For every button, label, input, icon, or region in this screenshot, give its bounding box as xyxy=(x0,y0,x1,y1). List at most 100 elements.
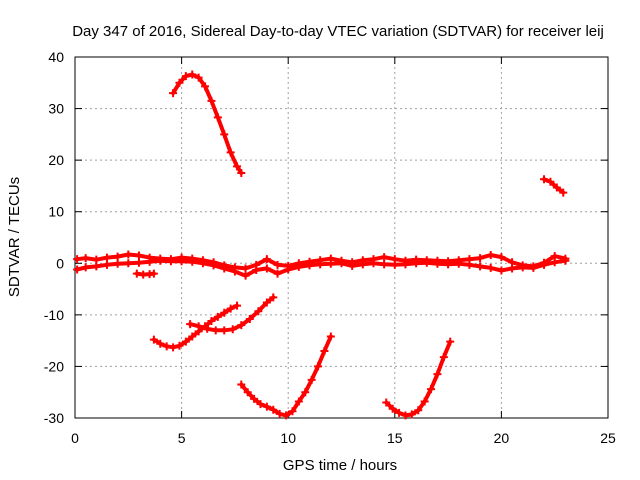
data-point xyxy=(401,411,410,420)
data-point xyxy=(294,262,303,271)
data-point xyxy=(414,406,423,415)
data-point xyxy=(201,82,210,91)
data-point xyxy=(181,337,190,346)
data-point xyxy=(92,255,101,264)
x-axis-title: GPS time / hours xyxy=(283,457,397,474)
data-point xyxy=(149,335,158,344)
data-point xyxy=(326,259,335,268)
data-point xyxy=(220,308,229,317)
data-point xyxy=(314,362,323,371)
data-point xyxy=(102,253,111,262)
data-point xyxy=(194,322,203,331)
data-point xyxy=(269,293,278,302)
data-point xyxy=(433,370,442,379)
data-point xyxy=(233,162,242,171)
data-point xyxy=(241,264,250,273)
data-point xyxy=(282,411,291,420)
data-point xyxy=(203,324,212,333)
data-point xyxy=(233,301,242,310)
series-trace xyxy=(239,334,333,418)
x-axis: 0 5 10 15 20 25 xyxy=(71,57,616,446)
data-point xyxy=(301,388,310,397)
data-point xyxy=(476,262,485,271)
series-1 xyxy=(169,70,246,178)
data-point xyxy=(175,78,184,87)
data-point xyxy=(380,253,389,262)
data-points xyxy=(73,70,570,420)
data-point xyxy=(476,254,485,263)
data-point xyxy=(209,261,218,270)
series-5 xyxy=(132,269,158,279)
data-point xyxy=(207,317,216,326)
data-point xyxy=(550,258,559,267)
data-point xyxy=(237,169,246,178)
data-point xyxy=(237,321,246,330)
data-point xyxy=(73,255,82,264)
data-point xyxy=(561,256,570,265)
data-point xyxy=(250,394,259,403)
grid xyxy=(75,57,608,418)
x-tick-label: 15 xyxy=(387,430,403,446)
data-point xyxy=(207,96,216,105)
data-point xyxy=(382,398,391,407)
data-point xyxy=(407,410,416,419)
data-point xyxy=(401,260,410,269)
data-point xyxy=(81,263,90,272)
data-point xyxy=(390,260,399,269)
data-point xyxy=(156,256,165,265)
data-point xyxy=(243,388,252,397)
data-point xyxy=(262,402,271,411)
data-point xyxy=(348,261,357,270)
data-point xyxy=(275,409,284,418)
series-trace xyxy=(171,72,244,175)
data-point xyxy=(230,267,239,276)
data-point xyxy=(124,250,133,259)
y-tick-label: 30 xyxy=(48,101,64,117)
data-point xyxy=(166,257,175,266)
data-point xyxy=(194,73,203,82)
data-point xyxy=(241,271,250,280)
data-point xyxy=(540,175,549,184)
data-point xyxy=(273,260,282,269)
plot-frame xyxy=(74,56,609,419)
data-point xyxy=(305,261,314,270)
data-point xyxy=(439,353,448,362)
data-point xyxy=(256,400,265,409)
data-point xyxy=(124,259,133,268)
data-point xyxy=(529,263,538,272)
data-point xyxy=(188,332,197,341)
series-8 xyxy=(237,332,335,420)
data-point xyxy=(388,404,397,413)
data-point xyxy=(102,260,111,269)
data-point xyxy=(181,72,190,81)
data-point xyxy=(307,375,316,384)
data-point xyxy=(220,326,229,335)
data-point xyxy=(228,325,237,334)
y-axis-title: SDTVAR / TECUs xyxy=(6,177,23,297)
y-tick-label: 10 xyxy=(48,204,64,220)
data-point xyxy=(284,265,293,274)
data-point xyxy=(546,177,555,186)
data-point xyxy=(508,264,517,273)
x-tick-label: 25 xyxy=(600,430,616,446)
data-point xyxy=(213,312,222,321)
data-point xyxy=(427,385,436,394)
data-point xyxy=(252,265,261,274)
data-point xyxy=(465,260,474,269)
data-point xyxy=(175,341,184,350)
data-point xyxy=(211,326,220,335)
data-point xyxy=(454,259,463,268)
data-point xyxy=(358,260,367,269)
data-point xyxy=(262,264,271,273)
data-point xyxy=(316,260,325,269)
data-point xyxy=(245,314,254,323)
data-point xyxy=(177,257,186,266)
data-point xyxy=(237,380,246,389)
data-point xyxy=(145,257,154,266)
data-point xyxy=(73,265,82,274)
y-tick-label: -30 xyxy=(44,410,64,426)
x-tick-label: 10 xyxy=(280,430,296,446)
data-point xyxy=(213,113,222,122)
data-point xyxy=(497,253,506,262)
